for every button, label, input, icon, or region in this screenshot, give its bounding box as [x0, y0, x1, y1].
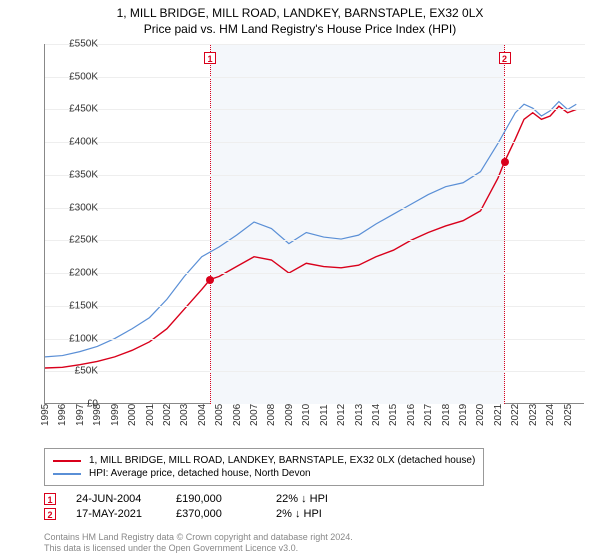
- y-tick-label: £500K: [54, 71, 98, 82]
- x-tick-label: 2002: [162, 404, 173, 426]
- plot-area: 12: [44, 44, 584, 404]
- x-tick-label: 1999: [110, 404, 121, 426]
- x-tick-label: 2017: [423, 404, 434, 426]
- x-tick-label: 2020: [475, 404, 486, 426]
- footer-line: Contains HM Land Registry data © Crown c…: [44, 532, 353, 543]
- sale-price: £370,000: [176, 508, 256, 520]
- x-tick-label: 1995: [40, 404, 51, 426]
- x-tick-label: 2004: [197, 404, 208, 426]
- sale-point: [501, 158, 509, 166]
- sale-price: £190,000: [176, 493, 256, 505]
- sale-delta: 22% ↓ HPI: [276, 493, 356, 505]
- legend-swatch: [53, 460, 81, 462]
- x-tick-label: 2009: [284, 404, 295, 426]
- y-tick-label: £200K: [54, 268, 98, 279]
- x-tick-label: 2005: [214, 404, 225, 426]
- sale-date: 17-MAY-2021: [76, 508, 156, 520]
- footer-attribution: Contains HM Land Registry data © Crown c…: [44, 532, 353, 555]
- legend-swatch: [53, 473, 81, 475]
- y-tick-label: £50K: [54, 366, 98, 377]
- x-tick-label: 2001: [145, 404, 156, 426]
- x-tick-label: 2025: [563, 404, 574, 426]
- x-tick-label: 2024: [545, 404, 556, 426]
- sale-marker-flag: 1: [204, 52, 216, 64]
- sale-marker-icon: 1: [44, 493, 56, 505]
- y-tick-label: £150K: [54, 300, 98, 311]
- x-tick-label: 2000: [127, 404, 138, 426]
- y-tick-label: £450K: [54, 104, 98, 115]
- sale-row: 1 24-JUN-2004 £190,000 22% ↓ HPI: [44, 493, 356, 505]
- sale-delta: 2% ↓ HPI: [276, 508, 356, 520]
- sale-row: 2 17-MAY-2021 £370,000 2% ↓ HPI: [44, 508, 356, 520]
- titles: 1, MILL BRIDGE, MILL ROAD, LANDKEY, BARN…: [0, 0, 600, 36]
- title-address: 1, MILL BRIDGE, MILL ROAD, LANDKEY, BARN…: [0, 6, 600, 20]
- x-tick-label: 2003: [179, 404, 190, 426]
- x-tick-label: 2022: [510, 404, 521, 426]
- x-tick-label: 2018: [441, 404, 452, 426]
- x-tick-label: 2013: [354, 404, 365, 426]
- x-axis-labels: 1995199619971998199920002001200220032004…: [44, 406, 584, 446]
- x-tick-label: 2007: [249, 404, 260, 426]
- legend-item-property: 1, MILL BRIDGE, MILL ROAD, LANDKEY, BARN…: [53, 455, 475, 466]
- y-tick-label: £400K: [54, 137, 98, 148]
- x-tick-label: 2012: [336, 404, 347, 426]
- y-tick-label: £250K: [54, 235, 98, 246]
- x-tick-label: 2021: [493, 404, 504, 426]
- y-tick-label: £300K: [54, 202, 98, 213]
- y-tick-label: £100K: [54, 333, 98, 344]
- x-tick-label: 2010: [301, 404, 312, 426]
- x-tick-label: 2015: [388, 404, 399, 426]
- x-tick-label: 2016: [406, 404, 417, 426]
- y-tick-label: £350K: [54, 169, 98, 180]
- sale-marker-icon: 2: [44, 508, 56, 520]
- title-subtitle: Price paid vs. HM Land Registry's House …: [0, 22, 600, 36]
- footer-line: This data is licensed under the Open Gov…: [44, 543, 353, 554]
- x-tick-label: 2014: [371, 404, 382, 426]
- y-tick-label: £550K: [54, 39, 98, 50]
- legend-label: HPI: Average price, detached house, Nort…: [89, 468, 311, 479]
- legend-item-hpi: HPI: Average price, detached house, Nort…: [53, 468, 475, 479]
- chart-area: 12: [44, 44, 584, 404]
- y-tick-label: £0: [54, 399, 98, 410]
- chart-container: 1, MILL BRIDGE, MILL ROAD, LANDKEY, BARN…: [0, 0, 600, 560]
- sale-point: [206, 276, 214, 284]
- sales-table: 1 24-JUN-2004 £190,000 22% ↓ HPI 2 17-MA…: [44, 490, 356, 523]
- x-tick-label: 2008: [266, 404, 277, 426]
- x-tick-label: 2006: [232, 404, 243, 426]
- sale-marker-flag: 2: [499, 52, 511, 64]
- legend-box: 1, MILL BRIDGE, MILL ROAD, LANDKEY, BARN…: [44, 448, 484, 486]
- x-tick-label: 2023: [528, 404, 539, 426]
- sale-date: 24-JUN-2004: [76, 493, 156, 505]
- x-tick-label: 2019: [458, 404, 469, 426]
- x-tick-label: 2011: [319, 404, 330, 426]
- legend-label: 1, MILL BRIDGE, MILL ROAD, LANDKEY, BARN…: [89, 455, 475, 466]
